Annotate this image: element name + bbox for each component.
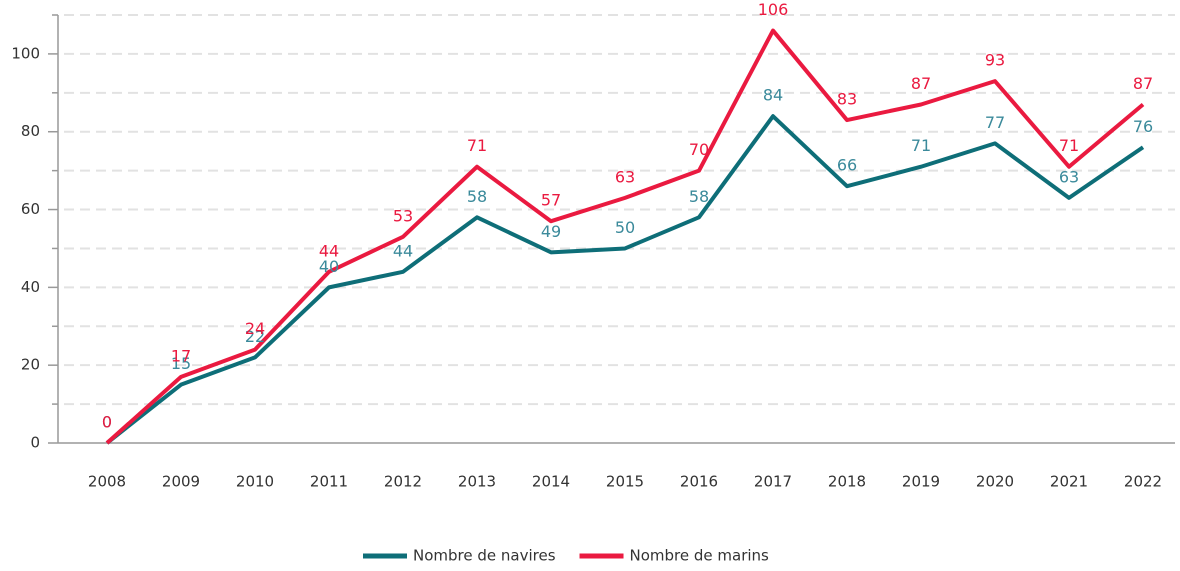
data-label: 83 bbox=[837, 90, 857, 109]
data-label: 93 bbox=[985, 51, 1005, 70]
data-label: 71 bbox=[467, 136, 487, 155]
data-label: 87 bbox=[911, 74, 931, 93]
legend-label: Nombre de marins bbox=[630, 547, 770, 565]
data-label: 24 bbox=[245, 319, 265, 338]
x-tick-label: 2008 bbox=[88, 473, 126, 491]
data-label: 49 bbox=[541, 222, 561, 241]
x-tick-label: 2011 bbox=[310, 473, 348, 491]
x-tick-label: 2017 bbox=[754, 473, 792, 491]
data-label: 58 bbox=[689, 187, 709, 206]
data-label: 0 bbox=[102, 413, 112, 432]
data-label: 84 bbox=[763, 86, 783, 105]
y-tick-label: 100 bbox=[11, 44, 40, 62]
x-tick-label: 2010 bbox=[236, 473, 274, 491]
line-series bbox=[105, 114, 1145, 445]
x-tick-label: 2021 bbox=[1050, 473, 1088, 491]
x-tick-label: 2020 bbox=[976, 473, 1014, 491]
data-label: 57 bbox=[541, 191, 561, 210]
data-label: 66 bbox=[837, 156, 857, 175]
x-tick-label: 2018 bbox=[828, 473, 866, 491]
data-label: 71 bbox=[911, 136, 931, 155]
x-tick-label: 2016 bbox=[680, 473, 718, 491]
data-label: 76 bbox=[1133, 117, 1153, 136]
data-label: 70 bbox=[689, 140, 709, 159]
x-tick-label: 2012 bbox=[384, 473, 422, 491]
data-label: 44 bbox=[393, 241, 413, 260]
data-label: 106 bbox=[758, 0, 789, 19]
data-label: 17 bbox=[171, 346, 191, 365]
data-label: 63 bbox=[615, 167, 635, 186]
x-tick-label: 2022 bbox=[1124, 473, 1162, 491]
y-tick-label: 80 bbox=[21, 122, 40, 140]
x-tick-label: 2009 bbox=[162, 473, 200, 491]
y-tick-label: 60 bbox=[21, 200, 40, 218]
data-label: 53 bbox=[393, 206, 413, 225]
data-label: 77 bbox=[985, 113, 1005, 132]
x-tick-label: 2013 bbox=[458, 473, 496, 491]
data-label: 40 bbox=[319, 257, 339, 276]
y-tick-label: 0 bbox=[30, 434, 40, 452]
line-series bbox=[105, 28, 1145, 445]
data-label: 15 bbox=[171, 354, 191, 373]
x-tick-label: 2014 bbox=[532, 473, 570, 491]
data-label: 71 bbox=[1059, 136, 1079, 155]
data-label: 22 bbox=[245, 327, 265, 346]
data-label: 87 bbox=[1133, 74, 1153, 93]
data-label: 58 bbox=[467, 187, 487, 206]
data-label: 63 bbox=[1059, 167, 1079, 186]
x-tick-label: 2015 bbox=[606, 473, 644, 491]
legend-label: Nombre de navires bbox=[413, 547, 556, 565]
data-label: 44 bbox=[319, 241, 339, 260]
data-label: 0 bbox=[102, 413, 112, 432]
x-tick-label: 2019 bbox=[902, 473, 940, 491]
y-tick-label: 40 bbox=[21, 278, 40, 296]
y-tick-label: 20 bbox=[21, 356, 40, 374]
data-label: 50 bbox=[615, 218, 635, 237]
